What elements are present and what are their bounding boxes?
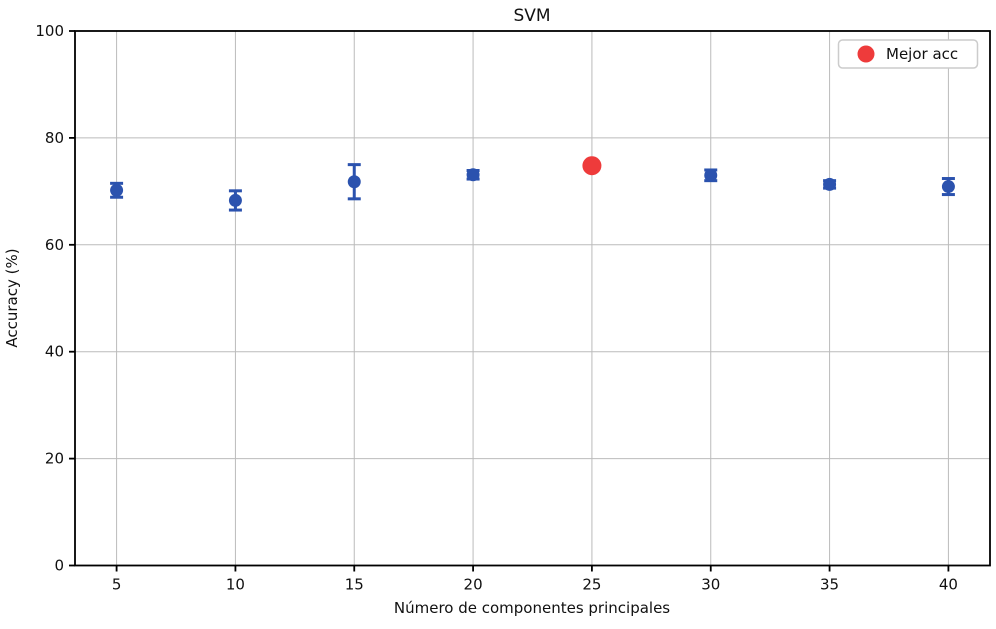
plot-border bbox=[74, 30, 991, 567]
y-tick-label: 0 bbox=[54, 557, 64, 575]
gridlines bbox=[75, 30, 990, 566]
best-accuracy-point bbox=[582, 156, 602, 176]
data-point bbox=[228, 193, 242, 207]
x-tick-label: 30 bbox=[701, 576, 720, 594]
x-tick-label: 15 bbox=[345, 576, 364, 594]
y-tick-label: 100 bbox=[35, 22, 64, 40]
y-tick-label: 40 bbox=[45, 343, 64, 361]
y-tick-label: 60 bbox=[45, 236, 64, 254]
x-axis-label: Número de componentes principales bbox=[394, 599, 670, 617]
legend: Mejor acc bbox=[837, 39, 979, 69]
x-tick-label: 20 bbox=[464, 576, 483, 594]
y-axis-label: Accuracy (%) bbox=[3, 248, 21, 347]
tick-labels: 5 10 15 20 25 30 35 40 0 20 40 60 80 100 bbox=[35, 22, 958, 594]
x-tick-label: 5 bbox=[112, 576, 122, 594]
data-point bbox=[823, 177, 837, 191]
data-point bbox=[110, 183, 124, 197]
data-point bbox=[466, 168, 480, 182]
data-point bbox=[941, 180, 955, 194]
x-tick-label: 35 bbox=[820, 576, 839, 594]
x-tick-label: 25 bbox=[582, 576, 601, 594]
axis-ticks bbox=[69, 30, 950, 572]
y-tick-label: 80 bbox=[45, 129, 64, 147]
data-point bbox=[347, 175, 361, 189]
data-points bbox=[110, 156, 955, 207]
legend-box bbox=[837, 39, 979, 69]
x-tick-label: 40 bbox=[939, 576, 958, 594]
chart-title: SVM bbox=[513, 6, 550, 26]
x-tick-label: 10 bbox=[226, 576, 245, 594]
y-tick-label: 20 bbox=[45, 450, 64, 468]
legend-label: Mejor acc bbox=[886, 45, 958, 63]
red-dot-icon bbox=[857, 45, 875, 63]
data-point bbox=[704, 168, 718, 182]
